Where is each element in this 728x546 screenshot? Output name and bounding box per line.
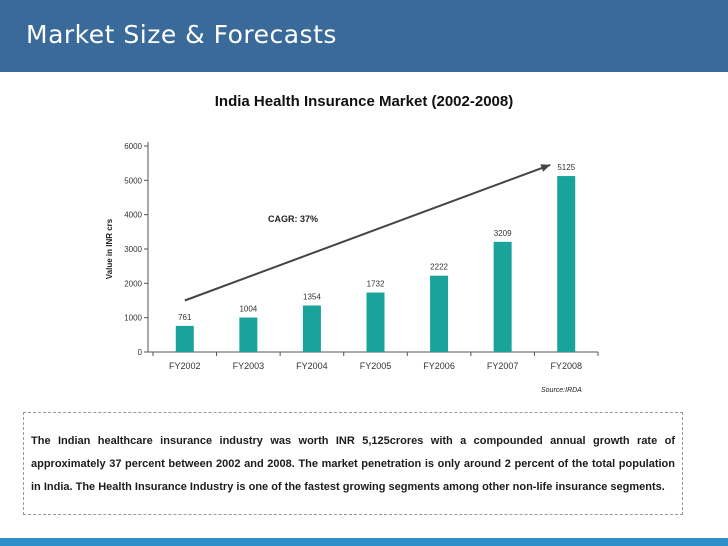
y-tick-label: 6000 <box>124 142 142 151</box>
cagr-annotation: CAGR: 37% <box>268 214 318 224</box>
bar-fy2002 <box>175 325 194 352</box>
bar-fy2008 <box>557 176 576 352</box>
bar-chart: 0 1000 2000 3000 4000 5000 6000 Value in INR cr… <box>105 142 599 371</box>
trend-arrow-head <box>540 164 551 172</box>
footer-bar <box>0 538 728 546</box>
source-note: Source:IRDA <box>541 387 582 394</box>
bar-fy2005 <box>366 292 385 352</box>
data-label: 1354 <box>303 293 321 302</box>
slide-title: Market Size & Forecasts <box>26 20 337 49</box>
data-label: 1732 <box>367 280 385 289</box>
y-tick-label: 4000 <box>124 211 142 220</box>
data-label: 3209 <box>494 229 512 238</box>
y-tick-label: 5000 <box>124 176 142 185</box>
bar-fy2007 <box>493 241 512 352</box>
description-box: The Indian healthcare insurance industry… <box>23 412 683 515</box>
data-label: 761 <box>178 313 192 322</box>
x-tick-label: FY2008 <box>550 361 582 371</box>
bar-fy2004 <box>302 305 321 352</box>
x-tick-label: FY2002 <box>169 361 201 371</box>
x-tick-label: FY2003 <box>233 361 265 371</box>
y-axis-title: Value in INR crs <box>105 218 114 279</box>
description-text: The Indian healthcare insurance industry… <box>31 435 675 493</box>
slide-header: Market Size & Forecasts <box>0 0 728 72</box>
y-tick-label: 0 <box>138 348 143 357</box>
y-tick-label: 3000 <box>124 245 142 254</box>
bar-fy2006 <box>430 275 449 352</box>
trend-arrow-line <box>184 163 551 302</box>
y-tick-label: 1000 <box>124 314 142 323</box>
y-tick-label: 2000 <box>124 279 142 288</box>
chart-title: India Health Insurance Market (2002-2008… <box>214 93 514 110</box>
data-label: 2222 <box>430 263 448 272</box>
x-tick-label: FY2006 <box>423 361 455 371</box>
data-label: 1004 <box>239 305 257 314</box>
x-tick-label: FY2007 <box>487 361 519 371</box>
bar-fy2003 <box>239 317 258 352</box>
data-label: 5125 <box>557 163 575 172</box>
x-tick-label: FY2004 <box>296 361 328 371</box>
x-tick-label: FY2005 <box>360 361 392 371</box>
